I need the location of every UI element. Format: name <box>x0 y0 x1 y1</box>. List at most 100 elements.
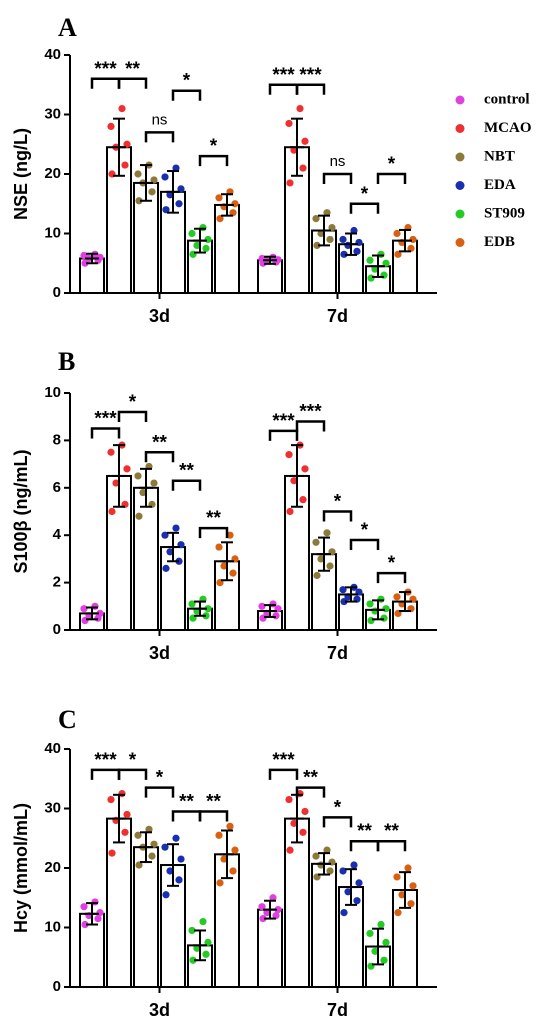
data-point-st909 <box>367 616 375 625</box>
data-point-control <box>263 909 271 917</box>
legend-label-edb: EDB <box>484 234 515 250</box>
significance-label: *** <box>94 59 117 80</box>
data-point-control <box>81 920 89 929</box>
data-point-mcao <box>290 819 298 827</box>
significance-bracket <box>198 810 229 822</box>
data-point-edb <box>409 235 417 244</box>
data-point-edb <box>229 569 237 577</box>
data-point-eda <box>339 235 347 244</box>
data-point-control <box>272 912 280 920</box>
data-point-mcao <box>123 465 131 473</box>
bar-mcao-7d <box>284 817 310 988</box>
data-point-edb <box>220 562 228 570</box>
significance-bracket <box>268 768 299 780</box>
data-point-st909 <box>204 938 212 946</box>
data-point-control <box>80 251 88 260</box>
legend-marker-control <box>455 95 465 105</box>
data-point-eda <box>355 879 363 887</box>
legend-label-nbt: NBT <box>484 148 515 164</box>
significance-label: * <box>334 797 342 818</box>
data-point-edb <box>229 209 237 217</box>
data-point-nbt <box>317 555 325 563</box>
data-point-nbt <box>323 209 331 217</box>
data-point-mcao <box>107 795 115 804</box>
data-point-mcao <box>123 140 131 148</box>
x-tick-label: 7d <box>327 643 348 663</box>
data-point-eda <box>161 531 169 539</box>
bar-nbt-7d <box>311 862 337 989</box>
data-point-nbt <box>135 197 143 205</box>
data-point-st909 <box>380 614 388 622</box>
legend-label-eda: EDA <box>484 177 516 193</box>
data-point-mcao <box>121 828 129 836</box>
data-point-eda <box>161 843 169 851</box>
data-point-edb <box>229 867 237 875</box>
significance-bracket <box>171 810 202 822</box>
data-point-eda <box>175 876 183 884</box>
data-point-eda <box>177 185 185 193</box>
data-point-st909 <box>202 244 210 252</box>
y-axis-title: Hcy (mmol/mL) <box>11 803 31 933</box>
significance-label: *** <box>272 65 295 86</box>
data-point-mcao <box>286 179 294 187</box>
significance-bracket <box>144 786 175 798</box>
y-tick-label: 40 <box>44 740 61 757</box>
data-point-nbt <box>135 861 143 869</box>
significance-label: * <box>361 184 369 205</box>
significance-bracket <box>144 451 175 463</box>
significance-label: * <box>156 768 164 789</box>
data-point-st909 <box>189 956 197 964</box>
data-point-st909 <box>382 259 390 267</box>
data-point-nbt <box>317 229 325 238</box>
data-point-mcao <box>299 496 307 504</box>
y-tick-label: 20 <box>44 165 61 182</box>
panel-letter: C <box>58 705 77 734</box>
x-tick-label: 3d <box>149 306 170 326</box>
data-point-control <box>258 602 266 610</box>
data-point-control <box>96 609 104 618</box>
data-point-nbt <box>150 479 158 487</box>
y-tick-label: 4 <box>53 526 62 543</box>
data-point-nbt <box>135 512 143 520</box>
data-point-st909 <box>188 600 196 608</box>
data-point-st909 <box>202 950 210 958</box>
significance-bracket <box>144 131 175 143</box>
data-point-nbt <box>134 472 142 480</box>
data-point-mcao <box>285 119 293 128</box>
significance-label: * <box>361 520 369 541</box>
data-point-mcao <box>285 795 293 804</box>
significance-label: * <box>129 392 137 413</box>
data-point-st909 <box>193 241 201 249</box>
data-point-edb <box>231 200 239 208</box>
significance-bracket <box>117 77 148 89</box>
significance-label: *** <box>94 409 117 430</box>
data-point-eda <box>172 524 180 532</box>
data-point-eda <box>350 861 358 869</box>
data-point-nbt <box>150 840 158 848</box>
data-point-mcao <box>121 161 129 169</box>
data-point-nbt <box>145 825 153 833</box>
legend-label-st909: ST909 <box>484 205 525 221</box>
data-point-mcao <box>108 507 116 516</box>
y-tick-label: 10 <box>44 918 61 935</box>
significance-label: *** <box>94 750 117 771</box>
significance-label: * <box>388 553 396 574</box>
data-point-edb <box>398 891 406 899</box>
significance-bracket <box>376 839 407 852</box>
data-point-eda <box>340 909 348 917</box>
data-point-edb <box>404 864 412 872</box>
data-point-edb <box>215 194 223 202</box>
data-point-eda <box>172 164 180 172</box>
y-tick-label: 10 <box>44 384 61 401</box>
significance-bracket <box>198 154 229 167</box>
data-point-control <box>80 903 88 911</box>
data-point-control <box>94 914 102 923</box>
data-point-edb <box>216 215 224 223</box>
data-point-eda <box>175 200 183 208</box>
bar-nbt-3d <box>133 486 159 631</box>
legend: control MCAO NBT EDA ST909 EDB <box>455 91 532 250</box>
significance-bracket <box>349 538 380 550</box>
data-point-eda <box>166 867 174 875</box>
